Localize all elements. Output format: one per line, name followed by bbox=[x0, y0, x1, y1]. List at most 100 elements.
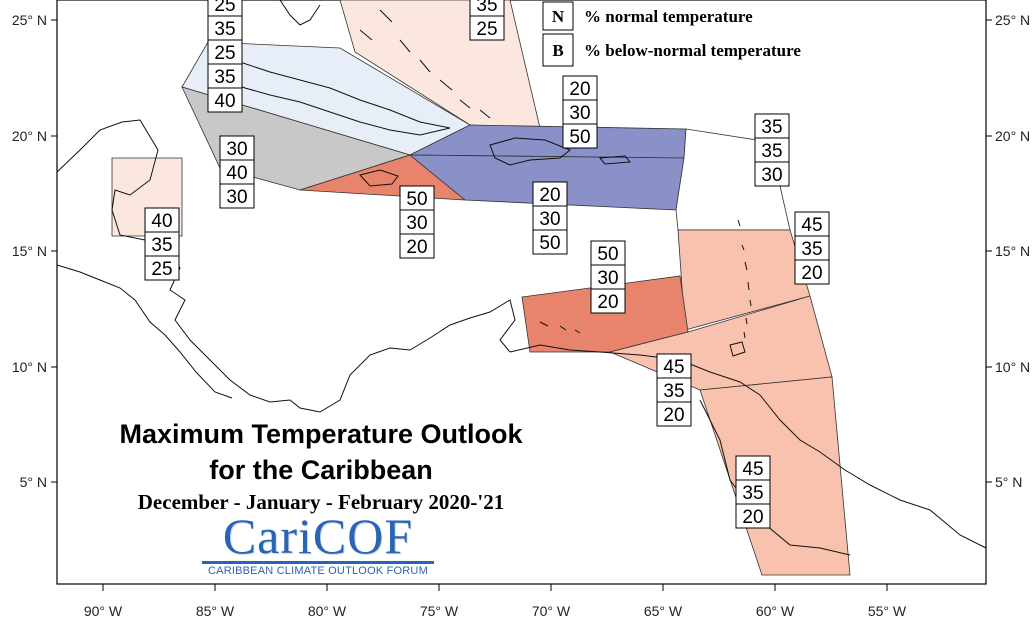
lon-label: 60° W bbox=[756, 603, 795, 619]
prob-value: 35 bbox=[151, 235, 172, 256]
florida-coast bbox=[279, 0, 321, 26]
prob-value: 35 bbox=[801, 239, 822, 260]
prob-value: 25 bbox=[214, 43, 235, 64]
puerto-rico-coast bbox=[598, 155, 632, 165]
prob-box bbox=[219, 135, 255, 161]
prob-value: 35 bbox=[476, 0, 497, 16]
prob-value: 30 bbox=[761, 165, 782, 186]
logo-rule bbox=[202, 561, 434, 564]
prob-stack-cuba-west: 25 35 40 bbox=[207, 39, 243, 113]
hispaniola-coast bbox=[489, 137, 571, 166]
prob-value: 25 bbox=[151, 259, 172, 280]
prob-box bbox=[562, 75, 598, 101]
legend-key-n: N bbox=[552, 7, 565, 26]
prob-stack-guianas: 45 35 20 bbox=[735, 455, 771, 529]
lat-label-right: 5° N bbox=[995, 474, 1022, 490]
prob-value: 25 bbox=[214, 0, 235, 16]
lat-label-left: 10° N bbox=[12, 359, 47, 375]
prob-value: 35 bbox=[742, 483, 763, 504]
prob-value: 20 bbox=[539, 185, 560, 206]
prob-stack-belize: 40 35 25 bbox=[144, 207, 180, 281]
prob-box bbox=[532, 229, 568, 255]
lon-label: 80° W bbox=[308, 603, 347, 619]
cuba-coast bbox=[214, 59, 451, 136]
map-title-line2: for the Caribbean bbox=[209, 455, 433, 485]
map-subtitle: December - January - February 2020-'21 bbox=[137, 490, 505, 514]
prob-box bbox=[532, 205, 568, 231]
prob-box bbox=[656, 353, 692, 379]
prob-stack-cuba-south: 30 40 30 bbox=[219, 135, 255, 209]
prob-box bbox=[590, 288, 626, 314]
legend: N % normal temperature B % below-normal … bbox=[542, 1, 801, 67]
prob-value: 20 bbox=[742, 507, 763, 528]
prob-box bbox=[532, 181, 568, 207]
lon-label: 85° W bbox=[196, 603, 235, 619]
prob-value: 25 bbox=[476, 19, 497, 40]
prob-value: 50 bbox=[597, 244, 618, 265]
prob-value: 20 bbox=[597, 292, 618, 313]
prob-value: 20 bbox=[406, 237, 427, 258]
lon-label: 70° W bbox=[532, 603, 571, 619]
lon-label: 90° W bbox=[84, 603, 123, 619]
lon-label: 75° W bbox=[420, 603, 459, 619]
lat-label-right: 25° N bbox=[995, 12, 1030, 28]
bahamas-islands bbox=[359, 9, 491, 119]
lon-label: 65° W bbox=[644, 603, 683, 619]
prob-box bbox=[219, 183, 255, 209]
prob-box bbox=[754, 137, 790, 163]
prob-box bbox=[399, 185, 435, 211]
lat-label-left: 5° N bbox=[20, 474, 47, 490]
prob-box bbox=[794, 259, 830, 285]
prob-stack-abc-islands: 50 30 20 bbox=[590, 240, 626, 314]
legend-box-n bbox=[542, 1, 574, 31]
prob-box bbox=[735, 503, 771, 529]
lat-label-right: 15° N bbox=[995, 243, 1030, 259]
abc-islands bbox=[539, 321, 581, 334]
prob-value: 40 bbox=[151, 211, 172, 232]
caricof-logo: CariCOF CARIBBEAN CLIMATE OUTLOOK FORUM bbox=[202, 511, 434, 577]
prob-value: 40 bbox=[214, 91, 235, 112]
prob-box bbox=[754, 161, 790, 187]
south-america-coast bbox=[509, 344, 987, 549]
prob-value: 35 bbox=[214, 19, 235, 40]
prob-value: 30 bbox=[569, 103, 590, 124]
prob-box bbox=[207, 87, 243, 113]
prob-value: 50 bbox=[539, 233, 560, 254]
prob-box bbox=[794, 235, 830, 261]
legend-box-b bbox=[542, 33, 574, 67]
lesser-antilles bbox=[737, 219, 752, 339]
jamaica-coast bbox=[359, 169, 399, 187]
prob-stack-trinidad: 45 35 20 bbox=[656, 353, 692, 427]
prob-box bbox=[754, 113, 790, 139]
prob-box bbox=[399, 209, 435, 235]
central-america-coast bbox=[56, 119, 516, 413]
lat-label-left: 15° N bbox=[12, 243, 47, 259]
prob-box bbox=[469, 15, 505, 41]
prob-value: 20 bbox=[569, 79, 590, 100]
prob-stack-hispaniola-north: 20 30 50 bbox=[562, 75, 598, 149]
legend-label-normal: % normal temperature bbox=[584, 7, 753, 26]
probability-boxes: 2535403525253540304030503020203050203050… bbox=[144, 0, 830, 529]
prob-value: 30 bbox=[226, 187, 247, 208]
prob-stack-hispaniola-south: 20 30 50 bbox=[532, 181, 568, 255]
prob-box bbox=[219, 159, 255, 185]
prob-box bbox=[207, 63, 243, 89]
prob-value: 45 bbox=[742, 459, 763, 480]
prob-box bbox=[144, 207, 180, 233]
prob-value: 30 bbox=[597, 268, 618, 289]
pacific-coast bbox=[56, 264, 233, 399]
prob-box bbox=[656, 401, 692, 427]
prob-value: 35 bbox=[663, 381, 684, 402]
lat-label-right: 10° N bbox=[995, 359, 1030, 375]
prob-value: 30 bbox=[539, 209, 560, 230]
prob-value: 35 bbox=[761, 141, 782, 162]
lon-label: 55° W bbox=[868, 603, 907, 619]
logo-tagline: CARIBBEAN CLIMATE OUTLOOK FORUM bbox=[208, 565, 428, 577]
prob-value: 20 bbox=[801, 263, 822, 284]
axis-labels: 25° N 25° N 20° N 20° N 15° N 15° N 10° N 10° N… bbox=[12, 12, 1030, 619]
prob-value: 50 bbox=[406, 189, 427, 210]
prob-box bbox=[590, 264, 626, 290]
map-title-line1: Maximum Temperature Outlook bbox=[119, 419, 523, 449]
